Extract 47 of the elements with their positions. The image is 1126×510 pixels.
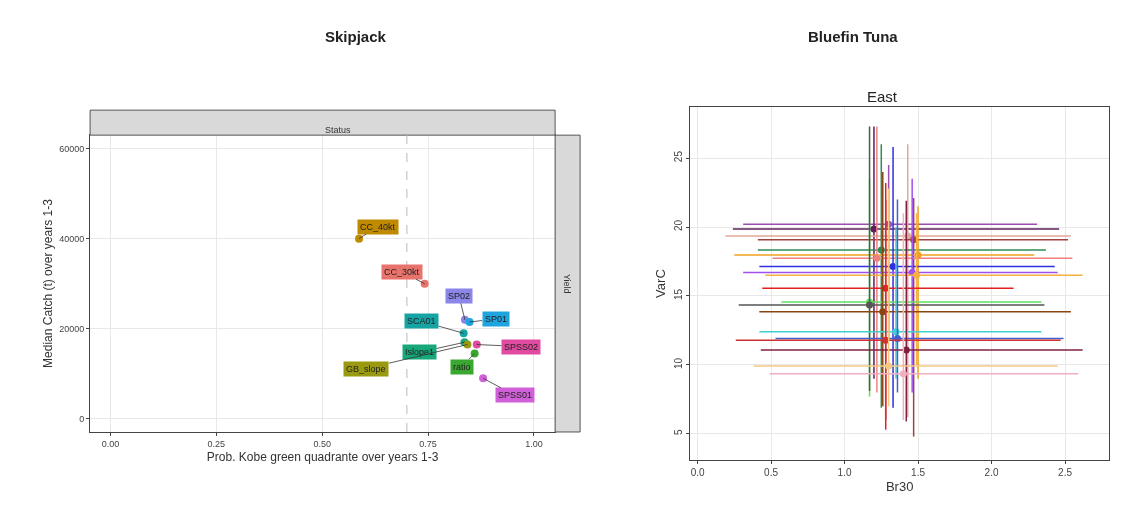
x-tick-label: 0.25 [207,438,226,449]
series-label: SPSS01 [498,390,533,400]
point [882,336,890,344]
series-label: SP01 [485,314,508,324]
y-tick-label: 0 [79,414,85,425]
chart-title: Bluefin Tuna [808,28,899,45]
series-label: CC_30kt [384,267,420,277]
x-axis-title: Br30 [885,478,914,494]
x-tick-label: 1.00 [525,438,543,449]
y-axis-title: Median Catch (t) over years 1-3 [40,198,55,368]
point [899,370,907,378]
series-label: CC_40kt [360,222,396,232]
y-tick-label: 20000 [59,323,85,334]
chart-subtitle: East [867,88,898,105]
chart-title: Skipjack [325,28,387,45]
x-tick-label: 0.00 [101,438,120,449]
y-tick-label: 10 [673,357,685,369]
y-tick-label: 15 [673,288,685,301]
point [885,362,893,370]
x-tick-label: 0.0 [690,467,705,479]
point [479,374,488,383]
text: GB_slope [346,364,386,374]
point [873,254,881,262]
text: SCA01 [407,316,436,326]
y-tick-label: 60000 [59,143,85,154]
text: Islope1 [405,347,435,357]
text: Yield [562,273,573,294]
x-tick-label: 0.50 [313,438,331,449]
point [472,340,481,349]
y-tick-label: 25 [673,150,685,163]
y-axis-title: VarC [653,269,669,298]
x-tick-label: 1.5 [911,467,926,479]
text: Status [325,125,352,135]
series-label: ratio [453,362,471,372]
y-tick-label: 5 [673,429,685,436]
x-tick-label: 2.5 [1058,467,1073,479]
x-tick-label: 2.0 [984,467,999,479]
y-tick-label: 20 [673,219,685,232]
x-tick-label: 0.75 [419,438,437,449]
x-tick-label: 0.5 [764,467,779,479]
x-axis-title: Prob. Kobe green quadrante over years 1-3 [206,449,439,464]
point [879,308,887,316]
text: SPSS02 [504,342,539,352]
series-label: SP02 [448,291,471,301]
point [913,271,921,279]
y-tick-label: 40000 [59,233,85,244]
x-tick-label: 1.0 [837,467,852,479]
